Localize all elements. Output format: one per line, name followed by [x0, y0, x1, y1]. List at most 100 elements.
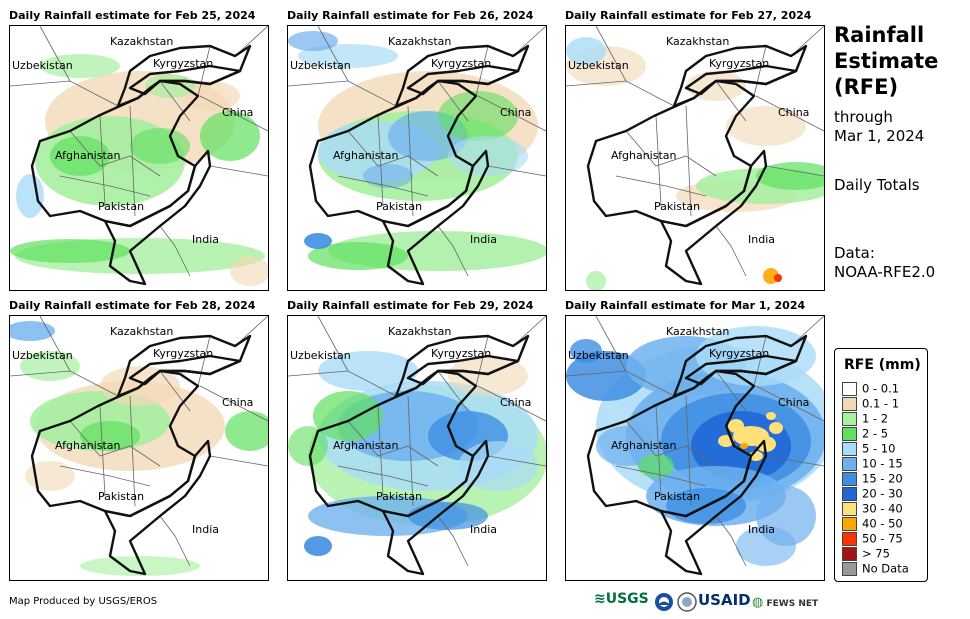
rainfall-area	[596, 426, 656, 466]
admin-boundary	[337, 175, 429, 197]
rainfall-map: Kazakhstan Uzbekistan Kyrgyzstan China Afgha…	[287, 315, 547, 581]
country-label-pakistan: Pakistan	[654, 490, 700, 503]
rainfall-map: Kazakhstan Uzbekistan Kyrgyzstan China Afgha…	[9, 315, 269, 581]
title-line: Rainfall	[834, 23, 925, 47]
usaid-logo: USAID	[698, 591, 751, 613]
panel-title: Daily Rainfall estimate for Feb 25, 2024	[9, 9, 256, 22]
admin-boundary	[655, 115, 662, 207]
admin-boundary	[209, 165, 268, 177]
country-label-india: India	[748, 523, 775, 536]
admin-boundary	[753, 335, 767, 387]
admin-boundary	[475, 45, 489, 97]
legend-item: 40 - 50	[842, 516, 903, 531]
admin-boundary	[595, 316, 627, 372]
data-label: Data:	[834, 244, 875, 262]
legend-label: 0 - 0.1	[862, 381, 900, 396]
country-label-china: China	[500, 106, 531, 119]
admin-boundary	[159, 80, 191, 122]
legend-swatch	[842, 441, 857, 456]
country-label-kazakhstan: Kazakhstan	[666, 35, 729, 48]
country-label-uzbekistan: Uzbekistan	[568, 349, 629, 362]
legend-swatch	[842, 546, 857, 561]
noaa-logo-icon	[654, 592, 674, 614]
admin-boundary	[59, 465, 151, 487]
panel-title: Daily Rainfall estimate for Feb 28, 2024	[9, 299, 256, 312]
admin-boundary	[377, 115, 384, 207]
country-label-pakistan: Pakistan	[654, 200, 700, 213]
credit-text: Map Produced by USGS/EROS	[9, 596, 158, 607]
logo-strip: ≋USGS USAID ◍ FEWS NET	[594, 591, 826, 615]
legend-title: RFE (mm)	[844, 357, 921, 373]
country-label-kazakhstan: Kazakhstan	[388, 35, 451, 48]
rainfall-area	[736, 526, 796, 566]
legend-item: 10 - 15	[842, 456, 903, 471]
legend-swatch	[842, 531, 857, 546]
admin-boundary	[69, 130, 161, 177]
region-outline	[103, 149, 212, 286]
fewsnet-logo-text: FEWS NET	[766, 599, 819, 609]
legend-item: 20 - 30	[842, 486, 903, 501]
admin-boundary	[615, 175, 707, 197]
legend-swatch	[842, 486, 857, 501]
admin-boundary	[129, 105, 136, 217]
admin-boundary	[59, 175, 151, 197]
panel-title: Daily Rainfall estimate for Mar 1, 2024	[565, 299, 806, 312]
rainfall-area	[363, 164, 413, 188]
legend-label: 5 - 10	[862, 441, 896, 456]
admin-boundary	[347, 420, 439, 467]
region-outline	[128, 354, 242, 386]
rainfall-area	[20, 351, 80, 381]
admin-boundary	[69, 420, 161, 467]
country-label-china: China	[222, 396, 253, 409]
region-outline	[30, 79, 200, 228]
country-label-india: India	[192, 523, 219, 536]
legend-swatch	[842, 501, 857, 516]
title-line: Estimate	[834, 49, 939, 73]
rainfall-area	[130, 128, 190, 164]
through-label: through	[834, 108, 893, 126]
country-label-kazakhstan: Kazakhstan	[110, 325, 173, 338]
admin-boundary	[715, 370, 747, 412]
region-outline	[684, 354, 798, 386]
admin-boundary	[39, 26, 71, 82]
legend-swatch	[842, 561, 857, 576]
rainfall-area	[728, 419, 744, 433]
region-outline	[381, 439, 490, 576]
rainfall-area	[566, 351, 646, 401]
rainfall-area	[756, 436, 776, 452]
admin-boundary	[615, 465, 707, 487]
rainfall-map: Kazakhstan Uzbekistan Kyrgyzstan China Afgha…	[9, 25, 269, 291]
country-label-kyrgyzstan: Kyrgyzstan	[153, 347, 213, 360]
rainfall-area	[766, 412, 776, 420]
admin-boundary	[437, 370, 469, 412]
rainfall-area	[10, 321, 55, 341]
country-label-china: China	[778, 106, 809, 119]
legend-label: 0.1 - 1	[862, 396, 900, 411]
admin-boundary	[625, 420, 717, 467]
legend-swatch	[842, 426, 857, 441]
country-label-india: India	[192, 233, 219, 246]
legend-label: 30 - 40	[862, 501, 903, 516]
admin-boundary	[129, 395, 136, 507]
region-outline	[406, 354, 520, 386]
country-label-afghanistan: Afghanistan	[333, 439, 399, 452]
region-outline	[128, 64, 242, 96]
rainfall-area	[308, 242, 408, 270]
country-label-uzbekistan: Uzbekistan	[12, 59, 73, 72]
admin-boundary	[39, 316, 71, 372]
country-label-afghanistan: Afghanistan	[55, 149, 121, 162]
rainfall-map: Kazakhstan Uzbekistan Kyrgyzstan China Afgha…	[565, 25, 825, 291]
country-label-india: India	[470, 523, 497, 536]
admin-boundary	[477, 385, 546, 422]
admin-boundary	[755, 385, 824, 422]
admin-boundary	[159, 225, 191, 277]
rainfall-area	[10, 239, 130, 263]
admin-boundary	[625, 130, 717, 177]
region-outline	[381, 149, 490, 286]
country-label-kyrgyzstan: Kyrgyzstan	[153, 57, 213, 70]
admin-boundary	[715, 225, 747, 277]
legend-item: 2 - 5	[842, 426, 888, 441]
admin-boundary	[317, 26, 349, 82]
rainfall-area	[566, 37, 606, 65]
